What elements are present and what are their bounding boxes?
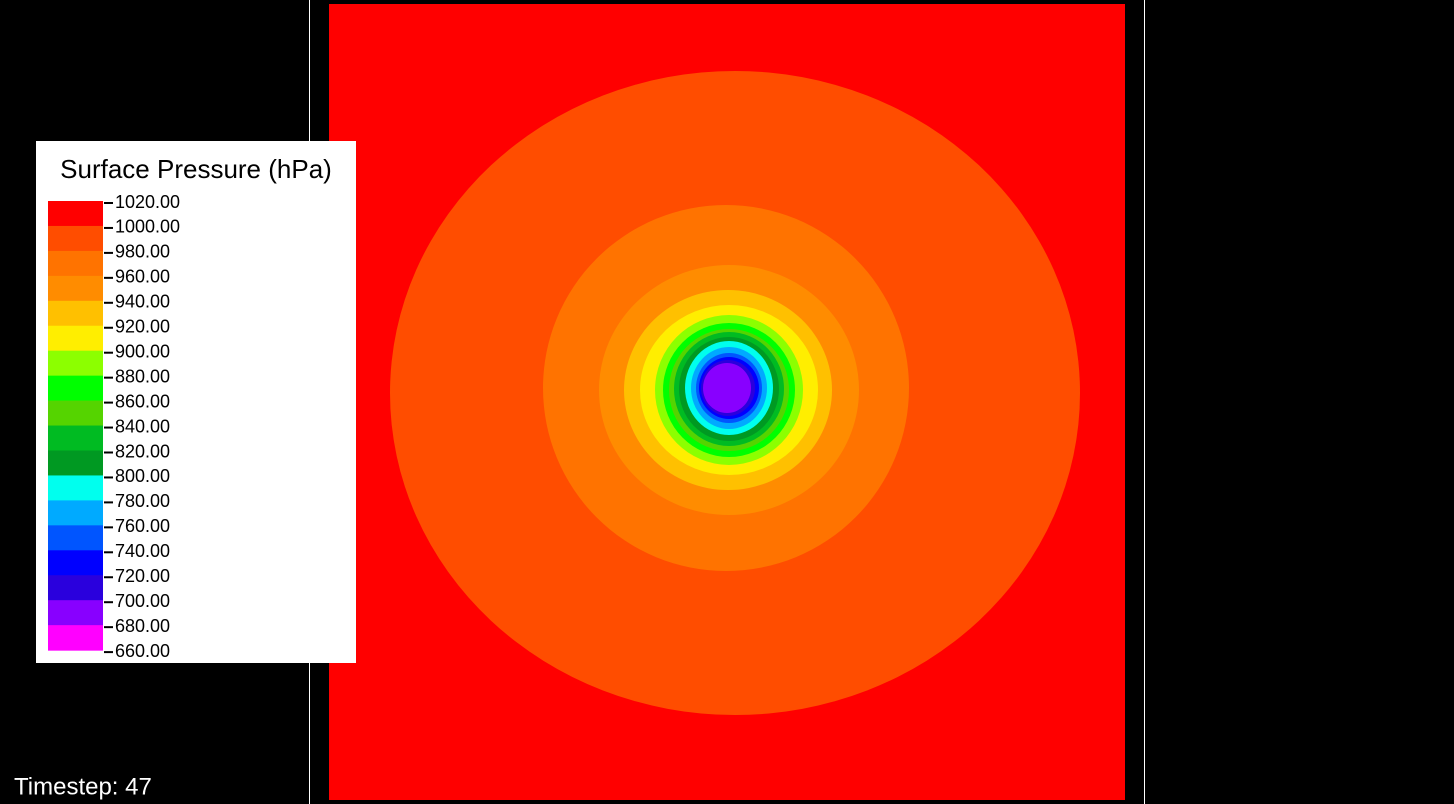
legend-swatch bbox=[48, 525, 103, 551]
legend-title: Surface Pressure (hPa) bbox=[60, 154, 332, 184]
legend-swatch bbox=[48, 400, 103, 427]
legend-swatch bbox=[48, 350, 103, 377]
contours bbox=[390, 71, 1080, 715]
legend-swatch bbox=[48, 425, 103, 452]
legend-label: 720.00 bbox=[115, 566, 170, 586]
legend-swatch bbox=[48, 450, 103, 476]
legend: 1020.00 1000.00 980.00 960.00 940.00 920.00 90… bbox=[48, 192, 180, 661]
legend-label: 980.00 bbox=[115, 242, 170, 262]
legend-swatch bbox=[48, 375, 103, 402]
legend-label: 680.00 bbox=[115, 616, 170, 636]
legend-label: 1020.00 bbox=[115, 192, 180, 212]
legend-swatch bbox=[48, 225, 103, 252]
legend-swatch bbox=[48, 300, 103, 327]
legend-label: 800.00 bbox=[115, 466, 170, 486]
legend-label: 760.00 bbox=[115, 516, 170, 536]
legend-label: 860.00 bbox=[115, 391, 170, 411]
legend-label: 780.00 bbox=[115, 491, 170, 511]
legend-label: 700.00 bbox=[115, 591, 170, 611]
legend-swatch bbox=[48, 600, 103, 626]
legend-swatch bbox=[48, 575, 103, 601]
legend-label: 960.00 bbox=[115, 267, 170, 287]
legend-swatch bbox=[48, 250, 103, 277]
legend-label: 740.00 bbox=[115, 541, 170, 561]
legend-label: 1000.00 bbox=[115, 217, 180, 237]
legend-swatch bbox=[48, 625, 103, 651]
legend-label: 880.00 bbox=[115, 366, 170, 386]
legend-swatch bbox=[48, 201, 103, 227]
legend-label: 920.00 bbox=[115, 317, 170, 337]
legend-label: 840.00 bbox=[115, 416, 170, 436]
legend-swatch bbox=[48, 475, 103, 501]
legend-swatch bbox=[48, 275, 103, 302]
contour-band bbox=[703, 363, 751, 413]
legend-swatch bbox=[48, 325, 103, 352]
timestep: Timestep: 47 bbox=[14, 773, 152, 800]
legend-swatch bbox=[48, 500, 103, 526]
legend-label: 660.00 bbox=[115, 641, 170, 661]
legend-label: 940.00 bbox=[115, 292, 170, 312]
legend-label: 900.00 bbox=[115, 341, 170, 361]
legend-swatch bbox=[48, 550, 103, 576]
legend-label: 820.00 bbox=[115, 441, 170, 461]
